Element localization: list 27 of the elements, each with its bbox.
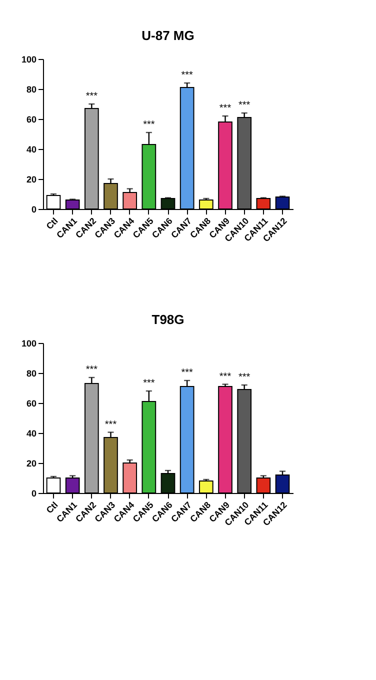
y-tick-label: 40 xyxy=(26,428,36,438)
x-tick-label: Ctl xyxy=(44,216,60,232)
data-label: *** xyxy=(219,371,232,382)
y-tick-label: 0 xyxy=(31,204,36,214)
chart-title: U-87 MG xyxy=(142,28,194,43)
data-label: *** xyxy=(86,364,98,376)
y-tick-label: 80 xyxy=(26,368,36,378)
y-tick-label: 100 xyxy=(21,338,36,348)
data-label: *** xyxy=(181,70,194,81)
y-tick-label: 80 xyxy=(26,84,36,94)
data-label: *** xyxy=(143,378,155,389)
data-label: *** xyxy=(104,419,117,430)
y-tick-label: 0 xyxy=(31,488,36,498)
data-label: *** xyxy=(86,91,98,102)
y-tick-label: 40 xyxy=(26,144,36,154)
chart-title: T98G xyxy=(152,312,184,327)
data-label: *** xyxy=(238,100,250,111)
data-label: *** xyxy=(143,120,155,130)
x-tick-label: Ctl xyxy=(44,500,60,516)
y-tick-label: 60 xyxy=(26,114,36,124)
data-label: *** xyxy=(238,372,250,383)
data-label: *** xyxy=(219,103,232,114)
y-tick-label: 20 xyxy=(26,458,36,468)
y-tick-label: 20 xyxy=(26,174,36,184)
y-tick-label: 100 xyxy=(21,54,36,64)
data-label: *** xyxy=(181,368,194,378)
y-tick-label: 60 xyxy=(26,398,36,408)
